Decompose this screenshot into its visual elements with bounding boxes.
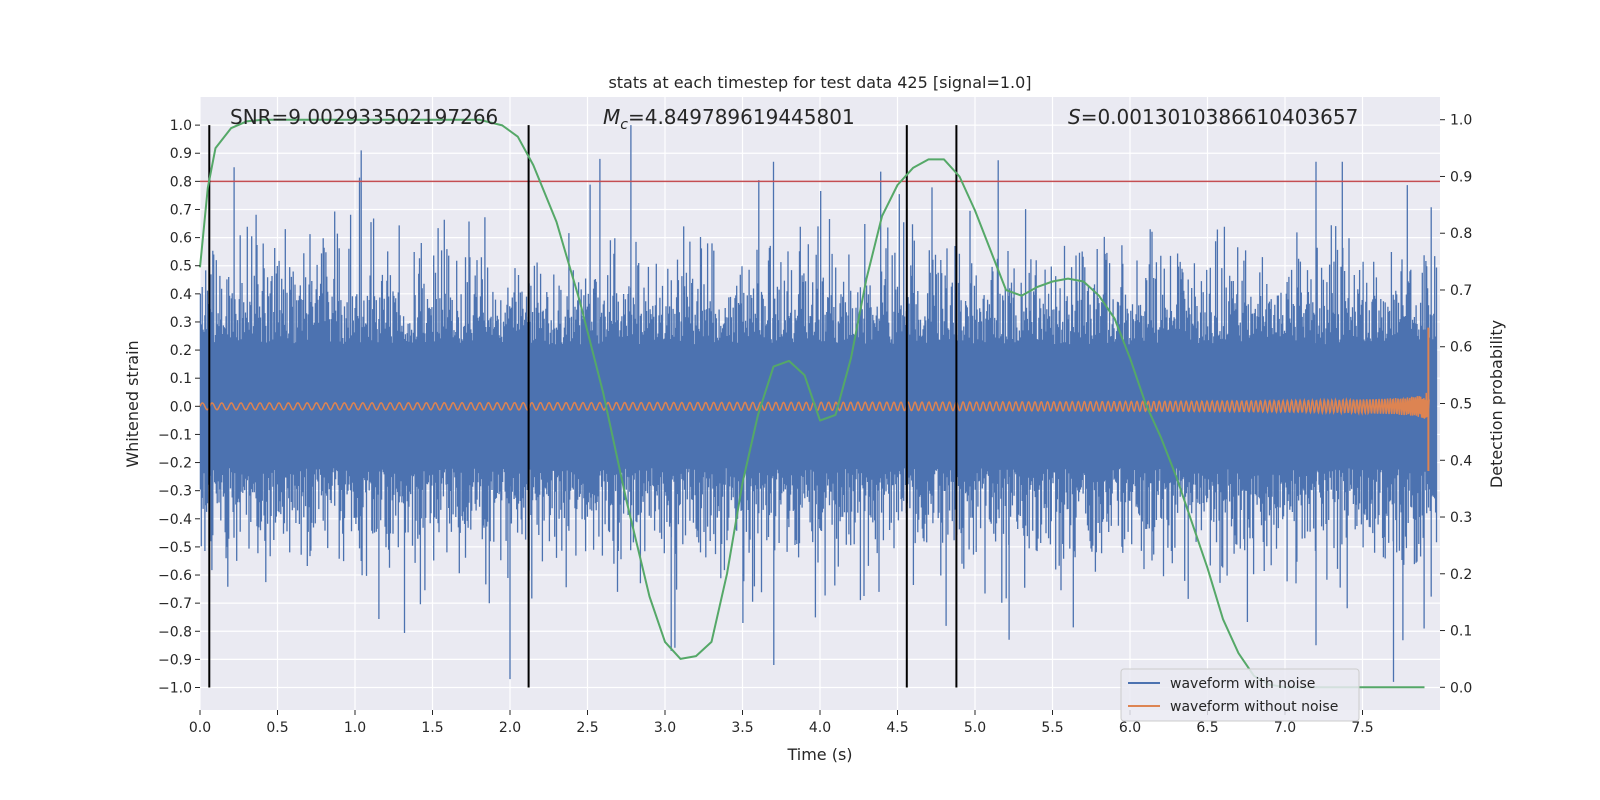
y2-tick-label: 0.9	[1450, 169, 1472, 185]
x-tick-label: 1.0	[344, 720, 366, 736]
x-axis-ticks: 0.0 0.5 1.0 1.5 2.0 2.5 3.0 3.5 4.0 4.5 5.0 5.5 6.0 6…	[189, 710, 1374, 736]
x-tick-label: 2.5	[576, 720, 598, 736]
y-tick-label: 0.6	[170, 231, 192, 247]
x-tick-label: 2.0	[499, 720, 521, 736]
y-tick-label: 0.1	[170, 371, 192, 387]
y-tick-label: 0.5	[170, 259, 192, 275]
y2-tick-label: 0.0	[1450, 680, 1472, 696]
y-tick-label: 0.2	[170, 343, 192, 359]
x-tick-label: 5.5	[1041, 720, 1063, 736]
x-tick-label: 7.0	[1274, 720, 1296, 736]
x-tick-label: 4.0	[809, 720, 831, 736]
series-waveform-with-noise	[199, 125, 1438, 682]
y-tick-label: −0.3	[158, 484, 192, 500]
chart-title: stats at each timestep for test data 425…	[608, 73, 1031, 92]
x-tick-label: 6.0	[1119, 720, 1141, 736]
x-tick-label: 3.5	[731, 720, 753, 736]
chirp-mass-subscript: c	[620, 117, 628, 133]
y2-tick-label: 0.7	[1450, 283, 1472, 299]
y2-tick-label: 1.0	[1450, 113, 1472, 129]
x-tick-label: 0.5	[266, 720, 288, 736]
x-tick-label: 1.5	[421, 720, 443, 736]
y-tick-label: −0.2	[158, 456, 192, 472]
s-annotation: S=0.0013010386610403657	[1068, 105, 1358, 129]
right-axis-ticks: 1.0 0.9 0.8 0.7 0.6 0.5 0.4 0.3 0.2 0.1 0.0	[1440, 113, 1472, 696]
y-tick-label: −0.4	[158, 512, 192, 528]
y-tick-label: 0.9	[170, 146, 192, 162]
chirp-mass-value: =4.849789619445801	[628, 105, 855, 129]
x-tick-label: 5.0	[964, 720, 986, 736]
x-tick-label: 6.5	[1196, 720, 1218, 736]
y2-axis-label: Detection probability	[1487, 320, 1506, 488]
y-tick-label: −0.9	[158, 652, 192, 668]
y2-tick-label: 0.1	[1450, 624, 1472, 640]
y-tick-label: −0.8	[158, 624, 192, 640]
y-tick-label: 0.8	[170, 174, 192, 190]
y2-tick-label: 0.4	[1450, 453, 1472, 469]
series-detection-probability	[199, 118, 1425, 689]
y-tick-label: −0.5	[158, 540, 192, 556]
y-tick-label: −1.0	[158, 681, 192, 697]
x-tick-label: 3.0	[654, 720, 676, 736]
s-symbol: S	[1068, 105, 1081, 129]
chirp-mass-symbol: M	[603, 105, 620, 129]
y-tick-label: −0.7	[158, 596, 192, 612]
s-value: =0.0013010386610403657	[1081, 105, 1359, 129]
y2-tick-label: 0.2	[1450, 567, 1472, 583]
x-tick-label: 7.5	[1351, 720, 1373, 736]
y2-tick-label: 0.6	[1450, 340, 1472, 356]
y2-tick-label: 0.8	[1450, 226, 1472, 242]
detection-probability-line	[199, 118, 1425, 689]
y-tick-label: 0.7	[170, 202, 192, 218]
legend: waveform with noise waveform without noi…	[1120, 668, 1360, 722]
y-tick-label: −0.6	[158, 568, 192, 584]
y-tick-label: 0.0	[170, 399, 192, 415]
y-tick-label: 0.3	[170, 315, 192, 331]
y-axis-label: Whitened strain	[123, 340, 142, 467]
y2-tick-label: 0.3	[1450, 510, 1472, 526]
y-tick-label: −0.1	[158, 427, 192, 443]
y-tick-label: 0.4	[170, 287, 192, 303]
legend-label-clean: waveform without noise	[1170, 699, 1338, 715]
x-tick-label: 0.0	[189, 720, 211, 736]
y-tick-label: 1.0	[170, 118, 192, 134]
y2-tick-label: 0.5	[1450, 397, 1472, 413]
chirp-mass-annotation: Mc=4.849789619445801	[603, 105, 855, 133]
x-axis-label: Time (s)	[786, 745, 852, 764]
legend-label-noise: waveform with noise	[1170, 676, 1315, 692]
snr-annotation: SNR=9.002933502197266	[230, 105, 498, 129]
legend-box	[1120, 668, 1360, 722]
x-tick-label: 4.5	[886, 720, 908, 736]
reference-lines	[200, 125, 1440, 688]
noise-waveform-path	[199, 125, 1438, 682]
left-axis-ticks: 1.0 0.9 0.8 0.7 0.6 0.5 0.4 0.3 0.2 0.1 0.0 −0.1 −0.…	[158, 118, 200, 697]
